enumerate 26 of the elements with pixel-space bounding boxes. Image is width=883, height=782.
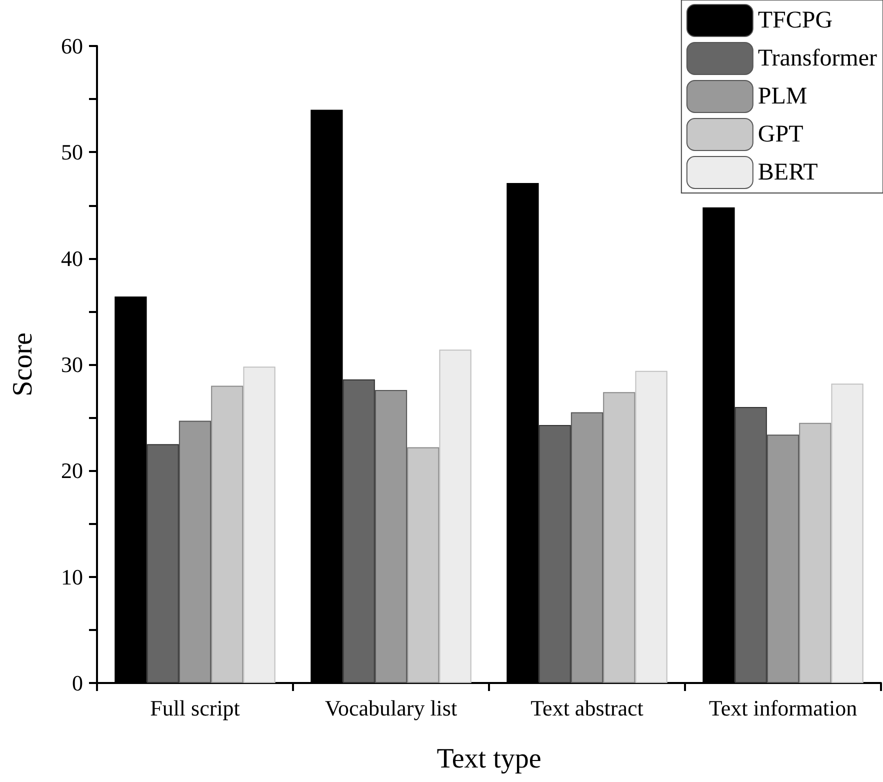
y-axis-title: Score bbox=[8, 332, 38, 396]
bar bbox=[734, 406, 767, 683]
legend-label: Transformer bbox=[758, 46, 878, 72]
legend-label: PLM bbox=[758, 84, 808, 110]
y-tick-label: 60 bbox=[61, 34, 83, 58]
y-tick-label: 50 bbox=[61, 140, 83, 165]
bar bbox=[374, 390, 408, 683]
legend-label: TFCPG bbox=[758, 8, 833, 34]
bar bbox=[766, 434, 800, 683]
bar bbox=[342, 379, 375, 683]
legend-label: GPT bbox=[758, 122, 804, 148]
y-tick-label: 0 bbox=[72, 670, 83, 696]
y-tick-label: 30 bbox=[61, 352, 83, 377]
bar bbox=[178, 420, 212, 683]
x-tick-label: Text information bbox=[708, 696, 858, 720]
bar bbox=[538, 425, 571, 683]
bar bbox=[570, 412, 604, 683]
x-tick-label: Full script bbox=[150, 696, 240, 720]
y-tick-label: 40 bbox=[61, 246, 83, 271]
bar bbox=[146, 444, 179, 683]
x-tick-label: Vocabulary list bbox=[324, 696, 458, 720]
x-tick-label: Text abstract bbox=[530, 696, 644, 720]
x-axis-title: Text type bbox=[436, 744, 542, 774]
y-tick-label: 10 bbox=[61, 564, 83, 590]
legend-label: BERT bbox=[758, 160, 818, 186]
y-tick-label: 20 bbox=[61, 458, 83, 484]
